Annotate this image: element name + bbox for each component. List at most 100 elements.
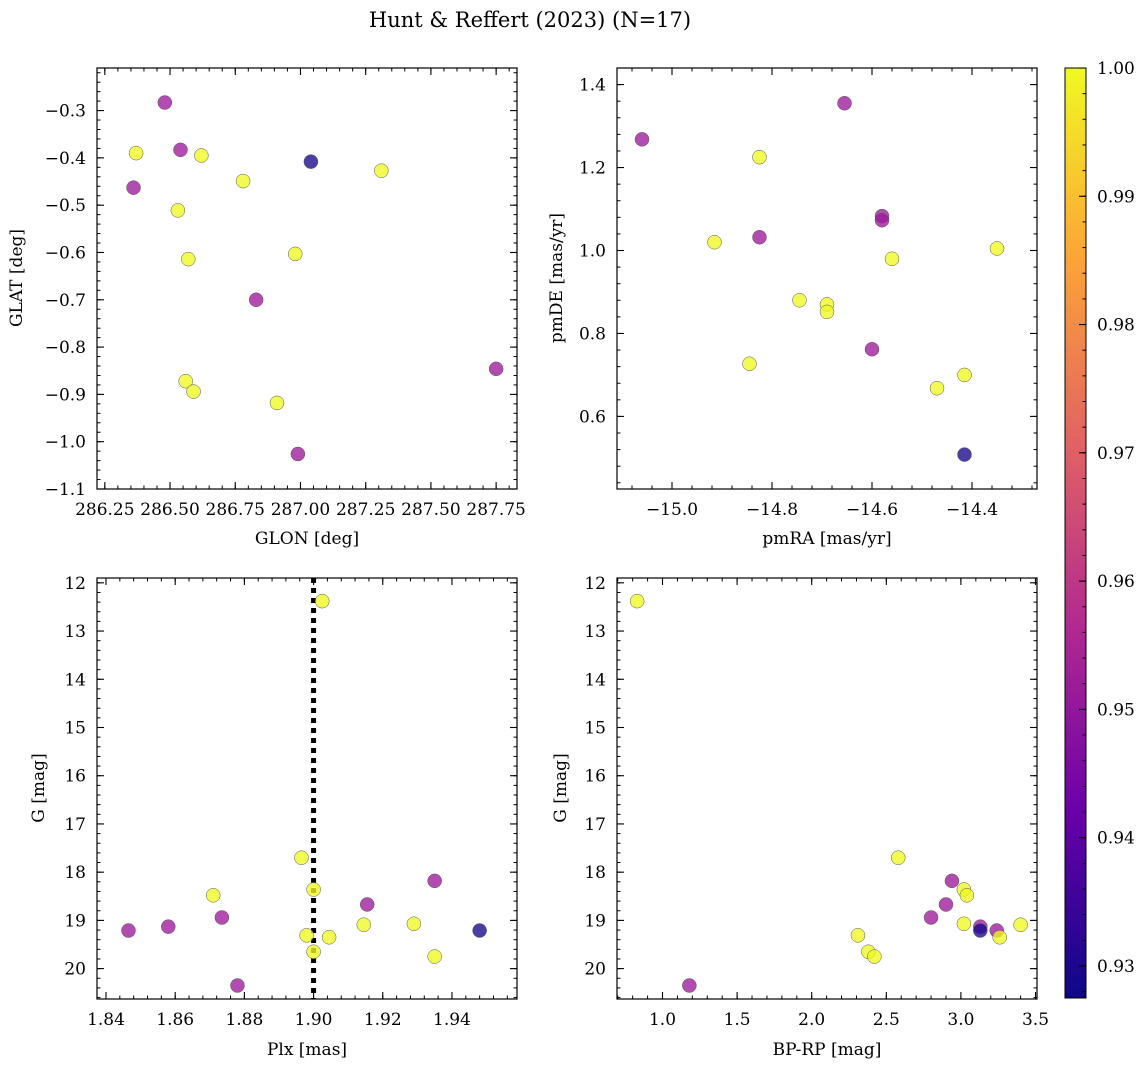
y-tick-label: −0.6 (45, 243, 86, 263)
y-tick-label: 18 (64, 863, 86, 883)
y-axis-label: G [mag] (29, 753, 49, 822)
y-tick-label: −0.9 (45, 385, 86, 405)
data-point (303, 154, 319, 169)
y-tick-label: −0.3 (45, 102, 86, 122)
data-point (819, 304, 835, 320)
data-point (956, 916, 972, 932)
colorbar-tick-label: 0.94 (1097, 829, 1135, 849)
data-point (742, 356, 757, 371)
x-tick-label: −14.8 (746, 500, 798, 520)
y-axis-label: G [mag] (551, 753, 571, 822)
y-axis-label: pmDE [mas/yr] (547, 213, 567, 343)
data-point (682, 978, 697, 993)
data-point (944, 873, 960, 889)
x-tick-label: 1.90 (295, 1010, 333, 1030)
colorbar-tick-label: 0.95 (1097, 700, 1135, 720)
panel-bprp-g: BP-RP [mag] G [mag] (551, 753, 881, 1060)
x-tick-label: −14.4 (946, 500, 998, 520)
data-point (181, 251, 196, 267)
data-point (161, 919, 176, 934)
y-tick-label: 17 (64, 815, 86, 835)
plot-frame (96, 577, 518, 1000)
y-tick-label: 14 (64, 670, 86, 690)
data-point (157, 95, 173, 110)
data-point (374, 163, 389, 178)
data-point (306, 882, 321, 897)
data-point (230, 978, 245, 993)
x-tick-label: 287.25 (336, 500, 395, 520)
data-point (850, 928, 866, 943)
colorbar-tick-label: 0.99 (1097, 187, 1135, 207)
data-point (884, 251, 900, 267)
colorbar-tick-label: 1.00 (1097, 59, 1135, 79)
y-tick-label: 16 (584, 767, 606, 787)
colorbar-tick-label: 0.96 (1097, 572, 1135, 592)
x-tick-label: −14.6 (846, 500, 898, 520)
y-tick-label: 1.0 (579, 242, 606, 262)
data-point (938, 897, 954, 912)
y-tick-label: 0.6 (579, 407, 606, 427)
data-point (128, 145, 144, 161)
plot-frame (96, 67, 518, 490)
x-axis-label: Plx [mas] (267, 1040, 347, 1060)
data-point (173, 142, 188, 158)
data-point (752, 149, 767, 165)
data-point (1013, 917, 1028, 932)
x-tick-label: 287.00 (271, 500, 330, 520)
y-tick-label: −1.1 (45, 480, 86, 500)
data-point (235, 173, 251, 189)
y-tick-label: 13 (64, 622, 86, 642)
y-tick-label: −0.7 (45, 291, 86, 311)
data-point (288, 246, 303, 262)
data-point (126, 180, 141, 195)
x-axis-label: GLON [deg] (255, 529, 359, 549)
data-point (356, 917, 371, 932)
x-tick-label: 286.50 (140, 500, 199, 520)
colorbar-tick-label: 0.93 (1097, 957, 1135, 977)
data-point (321, 930, 337, 945)
data-point (306, 944, 321, 959)
y-tick-label: 13 (584, 622, 606, 642)
x-tick-label: 1.86 (156, 1010, 194, 1030)
data-point (867, 949, 882, 964)
data-point (929, 380, 945, 396)
x-tick-label: 286.25 (75, 500, 134, 520)
y-tick-label: −0.4 (45, 149, 86, 169)
data-point (290, 446, 306, 462)
data-point (248, 292, 264, 308)
x-tick-label: 1.0 (649, 1010, 676, 1030)
points-layer (634, 96, 1005, 462)
y-tick-label: 20 (584, 960, 606, 980)
y-tick-label: 16 (64, 767, 86, 787)
panel-plx-g: Plx [mas] G [mag] (29, 753, 347, 1060)
points-layer (121, 578, 487, 999)
y-tick-label: 20 (64, 960, 86, 980)
data-point (957, 447, 972, 462)
y-tick-label: 18 (584, 863, 606, 883)
data-point (178, 373, 193, 389)
y-tick-label: 14 (584, 670, 606, 690)
data-point (989, 241, 1005, 256)
x-tick-label: 1.92 (364, 1010, 402, 1030)
colorbar-gradient (1064, 67, 1087, 999)
data-point (890, 850, 906, 865)
x-axis-label: pmRA [mas/yr] (762, 529, 891, 549)
plot-glon-glat: 286.25 286.50 286.75 287.00 287.25 287.50 287.… (45, 67, 526, 520)
data-point (707, 234, 722, 250)
data-point (874, 212, 890, 228)
plot-plx-g: 1.84 1.86 1.88 1.90 1.92 1.94 12 13 14 15 16 17 18 19… (64, 574, 518, 1030)
x-tick-label: 1.88 (225, 1010, 263, 1030)
y-tick-label: 1.2 (579, 159, 606, 179)
data-point (170, 203, 186, 218)
y-tick-label: 12 (64, 574, 86, 594)
data-point (864, 341, 880, 357)
data-point (205, 888, 221, 903)
y-tick-label: 0.8 (579, 324, 606, 344)
data-point (121, 923, 136, 938)
x-tick-label: −15.0 (646, 500, 698, 520)
panel-pmra-pmde: pmRA [mas/yr] pmDE [mas/yr] (547, 213, 892, 549)
plot-frame (616, 577, 1038, 1000)
y-tick-label: 17 (584, 815, 606, 835)
x-tick-label: 1.84 (87, 1010, 125, 1030)
data-point (752, 229, 767, 245)
